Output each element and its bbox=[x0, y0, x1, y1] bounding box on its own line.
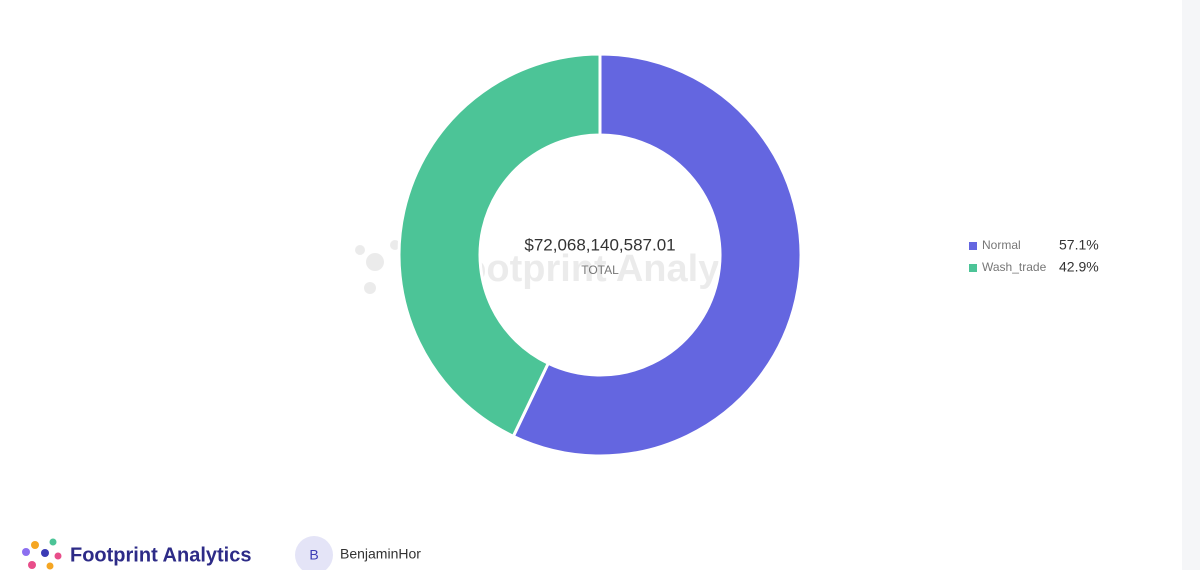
donut bbox=[397, 52, 803, 458]
legend-value: 57.1% bbox=[1059, 237, 1099, 253]
legend-label: Wash_trade bbox=[982, 260, 1047, 274]
logo-dot bbox=[54, 552, 62, 560]
brand-logo bbox=[22, 538, 62, 570]
logo-dot bbox=[41, 549, 49, 557]
center-label: TOTAL bbox=[581, 263, 619, 277]
logo-dot bbox=[28, 561, 36, 569]
logo-dot bbox=[46, 562, 54, 570]
scrollbar-track bbox=[1182, 0, 1200, 570]
legend-swatch bbox=[969, 264, 977, 272]
logo-dot bbox=[49, 538, 57, 546]
avatar-initial[interactable]: B bbox=[309, 547, 318, 563]
watermark-icon bbox=[366, 253, 384, 271]
watermark-icon bbox=[364, 282, 376, 294]
legend-value: 42.9% bbox=[1059, 259, 1099, 275]
footer: Footprint Analytics B BenjaminHor bbox=[22, 536, 421, 570]
legend-swatch bbox=[969, 242, 977, 250]
legend-label: Normal bbox=[982, 238, 1021, 252]
avatar[interactable] bbox=[295, 536, 333, 570]
center-total: $72,068,140,587.01 bbox=[524, 235, 675, 254]
logo-dot bbox=[22, 548, 30, 556]
logo-dot bbox=[31, 541, 39, 549]
slice bbox=[511, 52, 803, 458]
watermark-icon bbox=[355, 245, 365, 255]
brand-name: Footprint Analytics bbox=[70, 544, 251, 566]
user-name[interactable]: BenjaminHor bbox=[340, 546, 421, 562]
legend: Normal 57.1% Wash_trade 42.9% bbox=[969, 237, 1099, 275]
slice bbox=[397, 52, 602, 439]
watermark-icon bbox=[390, 240, 400, 250]
